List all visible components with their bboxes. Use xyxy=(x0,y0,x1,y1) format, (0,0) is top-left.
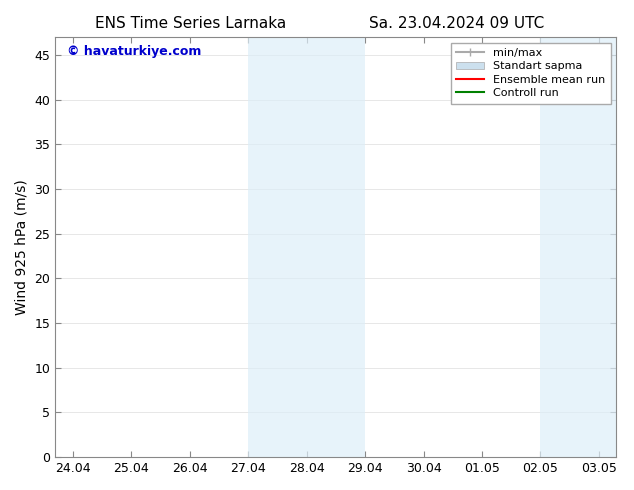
Text: Sa. 23.04.2024 09 UTC: Sa. 23.04.2024 09 UTC xyxy=(369,16,544,31)
Bar xyxy=(248,37,365,457)
Text: ENS Time Series Larnaka: ENS Time Series Larnaka xyxy=(94,16,286,31)
Bar xyxy=(540,37,616,457)
Text: © havaturkiye.com: © havaturkiye.com xyxy=(67,46,201,58)
Legend: min/max, Standart sapma, Ensemble mean run, Controll run: min/max, Standart sapma, Ensemble mean r… xyxy=(451,43,611,104)
Y-axis label: Wind 925 hPa (m/s): Wind 925 hPa (m/s) xyxy=(15,179,29,315)
